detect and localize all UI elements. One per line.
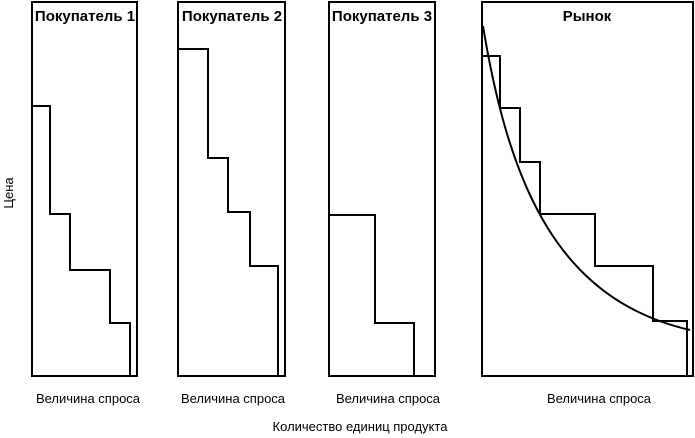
demand-step-line bbox=[179, 48, 279, 375]
y-axis-label: Цена bbox=[1, 177, 16, 209]
x-axis-label: Величина спроса bbox=[336, 391, 441, 406]
panel-frame bbox=[328, 1, 436, 377]
x-axis-label: Величина спроса bbox=[547, 391, 652, 406]
panel-buyer-3: Покупатель 3 Величина спроса bbox=[328, 1, 441, 406]
panel-buyer-2: Покупатель 2 Величина спроса bbox=[177, 1, 286, 406]
panel-frame bbox=[31, 1, 138, 377]
panel-market: Рынок Величина спроса bbox=[481, 1, 694, 406]
market-demand-curve bbox=[482, 25, 691, 331]
panel-title: Рынок bbox=[563, 8, 612, 25]
panel-title: Покупатель 1 bbox=[35, 8, 135, 25]
demand-step-line bbox=[330, 214, 415, 375]
bottom-caption: Количество единиц продукта bbox=[273, 419, 449, 434]
panel-title: Покупатель 2 bbox=[182, 8, 282, 25]
market-step-line bbox=[483, 55, 688, 375]
panel-frame bbox=[481, 1, 694, 377]
demand-step-line bbox=[33, 105, 131, 375]
panel-title: Покупатель 3 bbox=[332, 8, 432, 25]
x-axis-label: Величина спроса bbox=[181, 391, 286, 406]
panel-frame bbox=[177, 1, 286, 377]
panel-buyer-1: Покупатель 1 Величина спроса bbox=[31, 1, 141, 406]
x-axis-label: Величина спроса bbox=[36, 391, 141, 406]
